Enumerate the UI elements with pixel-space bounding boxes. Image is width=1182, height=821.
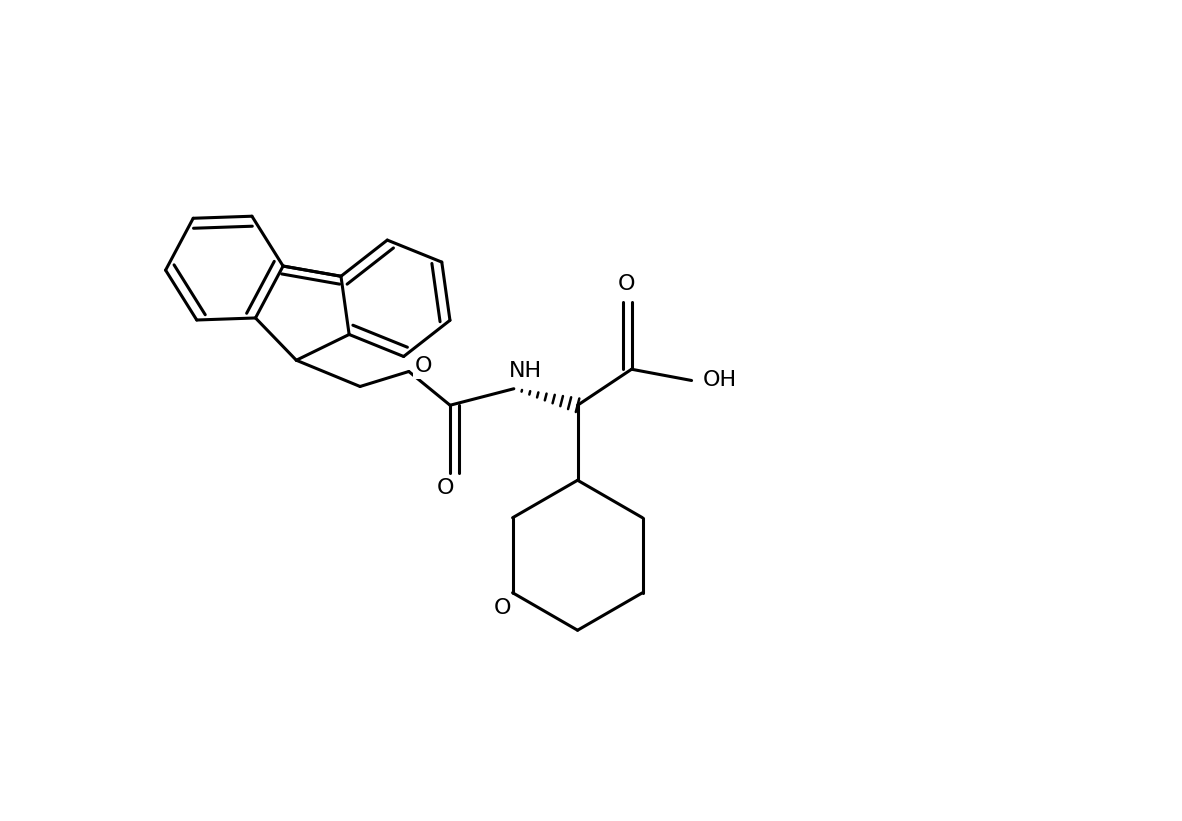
Text: NH: NH bbox=[509, 360, 543, 381]
Text: O: O bbox=[415, 356, 433, 377]
Text: O: O bbox=[618, 273, 635, 294]
Text: O: O bbox=[436, 478, 454, 498]
Text: O: O bbox=[494, 598, 512, 617]
Text: OH: OH bbox=[702, 370, 736, 391]
